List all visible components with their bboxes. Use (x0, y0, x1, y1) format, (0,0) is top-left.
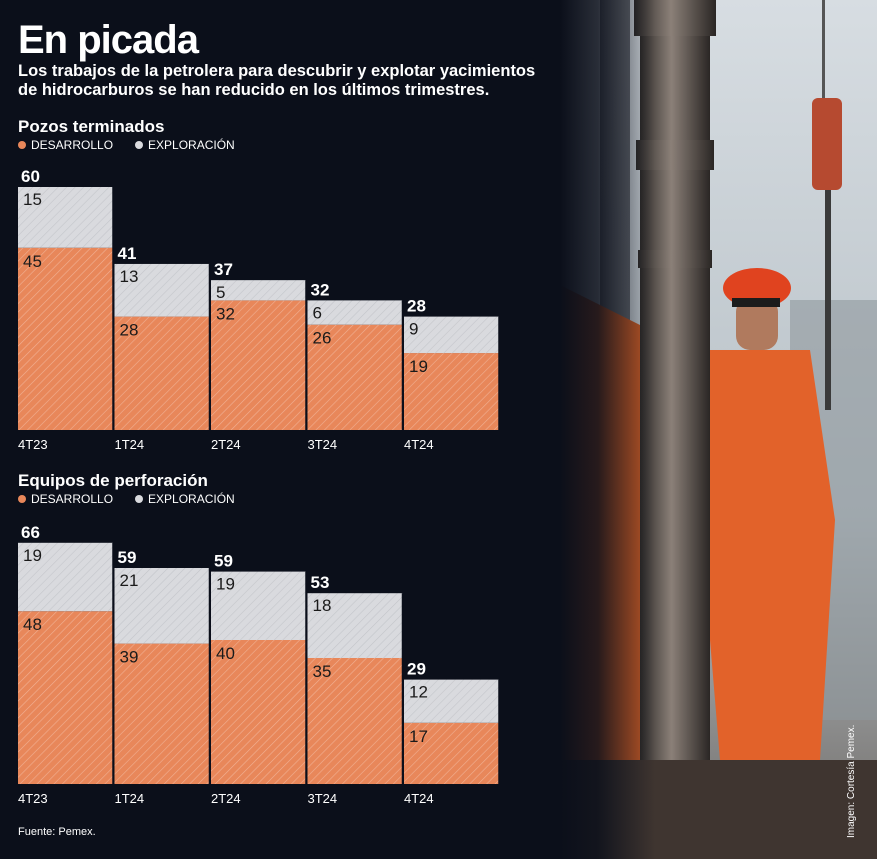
desarrollo-value-label: 48 (23, 615, 42, 634)
total-label: 59 (214, 552, 233, 571)
category-label: 4T24 (404, 791, 434, 806)
image-credit: Imagen: Cortesía Pemex. (846, 724, 857, 838)
bar-desarrollo (18, 611, 113, 784)
legend-item-desarrollo: DESARROLLO (18, 492, 113, 506)
exploracion-value-label: 15 (23, 190, 42, 209)
bar-exploracion (211, 280, 306, 301)
bar-exploracion (307, 300, 403, 325)
category-label: 2T24 (211, 437, 241, 452)
chart-equipos-perforacion: 66 19 48 4T23 59 21 39 1T24 59 19 40 2T24 53 18 35 3T24… (18, 523, 500, 806)
legend-swatch-desarrollo (18, 141, 26, 149)
bar-group-4t24: 29 12 17 4T24 (404, 660, 500, 806)
exploracion-value-label: 19 (23, 546, 42, 565)
bar-exploracion (404, 679, 499, 723)
bar-desarrollo (114, 316, 210, 430)
total-label: 60 (21, 167, 40, 186)
total-label: 53 (311, 573, 330, 592)
bar-desarrollo (114, 643, 210, 784)
category-label: 4T23 (18, 437, 48, 452)
exploracion-value-label: 12 (409, 683, 428, 702)
legend-swatch-exploracion (135, 141, 144, 149)
bar-group-1t24: 59 21 39 1T24 (114, 548, 211, 806)
infographic-panel: En picada Los trabajos de la petrolera p… (18, 18, 536, 838)
desarrollo-value-label: 19 (409, 357, 428, 376)
oil-rig-photo (560, 0, 877, 859)
bar-group-2t24: 59 19 40 2T24 (211, 552, 307, 806)
bar-desarrollo (404, 722, 499, 784)
bar-group-4t23: 60 15 45 4T23 (18, 167, 114, 452)
bar-desarrollo (307, 324, 403, 430)
bar-group-4t23: 66 19 48 4T23 (18, 523, 114, 806)
bar-exploracion (404, 316, 499, 354)
desarrollo-value-label: 39 (120, 648, 139, 667)
page-title: En picada (18, 18, 199, 62)
legend-label-exploracion: EXPLORACIÓN (148, 492, 235, 506)
exploracion-value-label: 6 (313, 303, 322, 322)
desarrollo-value-label: 32 (216, 304, 235, 323)
legend-label-exploracion: EXPLORACIÓN (148, 138, 235, 152)
category-label: 2T24 (211, 791, 241, 806)
desarrollo-value-label: 28 (120, 321, 139, 340)
desarrollo-value-label: 35 (313, 662, 332, 681)
total-label: 37 (214, 260, 233, 279)
exploracion-value-label: 19 (216, 575, 235, 594)
bar-group-4t24: 28 9 19 4T24 (404, 297, 500, 452)
page-subtitle: Los trabajos de la petrolera para descub… (18, 62, 536, 99)
bar-exploracion (211, 571, 306, 640)
chart-pozos-terminados: 60 15 45 4T23 41 13 28 1T24 37 5 32 2T24 32 6 26 3T24 28… (18, 167, 500, 452)
legend-swatch-exploracion (135, 495, 144, 503)
legend-item-exploracion: EXPLORACIÓN (135, 138, 235, 152)
desarrollo-value-label: 26 (313, 329, 332, 348)
exploracion-value-label: 13 (120, 267, 139, 286)
total-label: 59 (118, 548, 137, 567)
legend-equipos: DESARROLLO EXPLORACIÓN (18, 492, 235, 506)
total-label: 66 (21, 523, 40, 542)
legend-label-desarrollo: DESARROLLO (31, 492, 114, 506)
total-label: 41 (118, 244, 137, 263)
category-label: 1T24 (115, 791, 145, 806)
category-label: 1T24 (115, 437, 145, 452)
total-label: 32 (311, 280, 330, 299)
bar-group-3t24: 32 6 26 3T24 (307, 280, 404, 452)
bar-exploracion (307, 593, 403, 658)
bar-group-2t24: 37 5 32 2T24 (211, 260, 307, 452)
desarrollo-value-label: 40 (216, 644, 235, 663)
bar-exploracion (114, 568, 210, 644)
legend-pozos: DESARROLLO EXPLORACIÓN (18, 138, 235, 152)
legend-item-desarrollo: DESARROLLO (18, 138, 113, 152)
bar-desarrollo (404, 353, 499, 430)
desarrollo-value-label: 17 (409, 727, 428, 746)
exploracion-value-label: 9 (409, 320, 418, 339)
category-label: 4T23 (18, 791, 48, 806)
exploracion-value-label: 21 (120, 571, 139, 590)
category-label: 4T24 (404, 437, 434, 452)
category-label: 3T24 (308, 791, 338, 806)
source-note: Fuente: Pemex. (18, 826, 96, 838)
bar-desarrollo (211, 640, 306, 784)
bar-desarrollo (18, 247, 113, 430)
exploracion-value-label: 5 (216, 283, 225, 302)
bar-desarrollo (211, 300, 306, 430)
bar-exploracion (18, 187, 113, 248)
total-label: 29 (407, 660, 426, 679)
legend-swatch-desarrollo (18, 495, 26, 503)
category-label: 3T24 (308, 437, 338, 452)
legend-item-exploracion: EXPLORACIÓN (135, 492, 235, 506)
bar-exploracion (114, 263, 210, 317)
chart-title-pozos: Pozos terminados (18, 117, 165, 136)
exploracion-value-label: 18 (313, 596, 332, 615)
bar-exploracion (18, 542, 113, 612)
desarrollo-value-label: 45 (23, 252, 42, 271)
bar-group-1t24: 41 13 28 1T24 (114, 244, 211, 452)
bar-group-3t24: 53 18 35 3T24 (307, 573, 404, 806)
bar-desarrollo (307, 658, 403, 784)
total-label: 28 (407, 297, 426, 316)
legend-label-desarrollo: DESARROLLO (31, 138, 114, 152)
chart-title-equipos: Equipos de perforación (18, 471, 208, 490)
